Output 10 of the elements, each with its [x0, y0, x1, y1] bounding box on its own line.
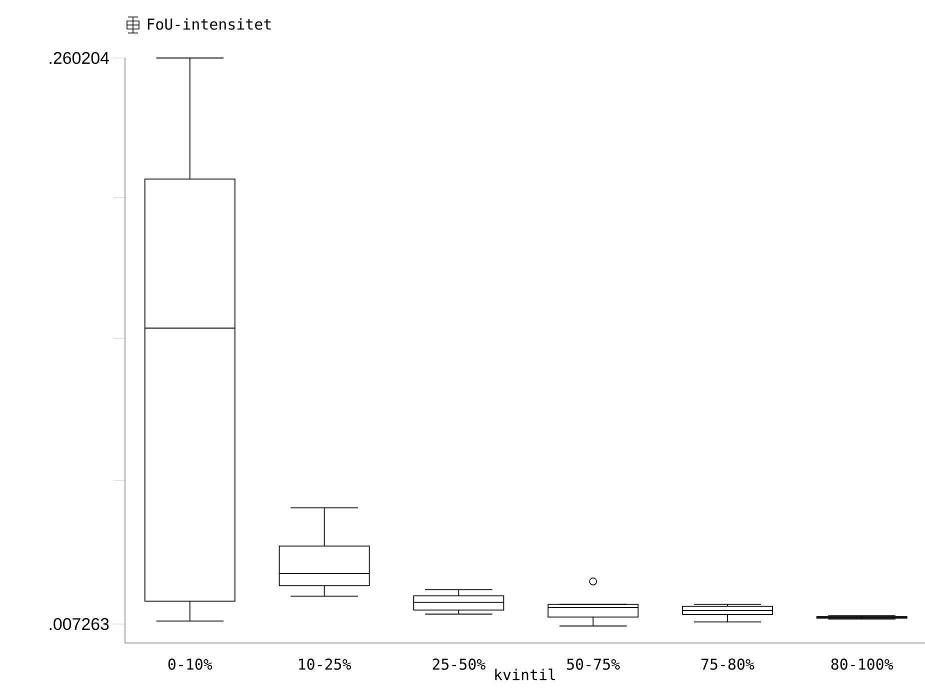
x-tick-label: 75-80% [701, 658, 754, 670]
x-tick-label: 25-50% [432, 658, 486, 670]
x-axis-title: kvintil [495, 668, 556, 680]
x-tick-label: 0-10% [168, 658, 212, 670]
x-tick-label: 80-100% [831, 658, 894, 670]
x-tick-label: 50-75% [567, 658, 620, 670]
x-tick-label: 10-25% [299, 658, 352, 670]
y-tick-label: .007263 [50, 618, 109, 630]
y-tick-label: .260204 [50, 52, 109, 64]
legend-label: FoU-intensitet [148, 18, 271, 30]
